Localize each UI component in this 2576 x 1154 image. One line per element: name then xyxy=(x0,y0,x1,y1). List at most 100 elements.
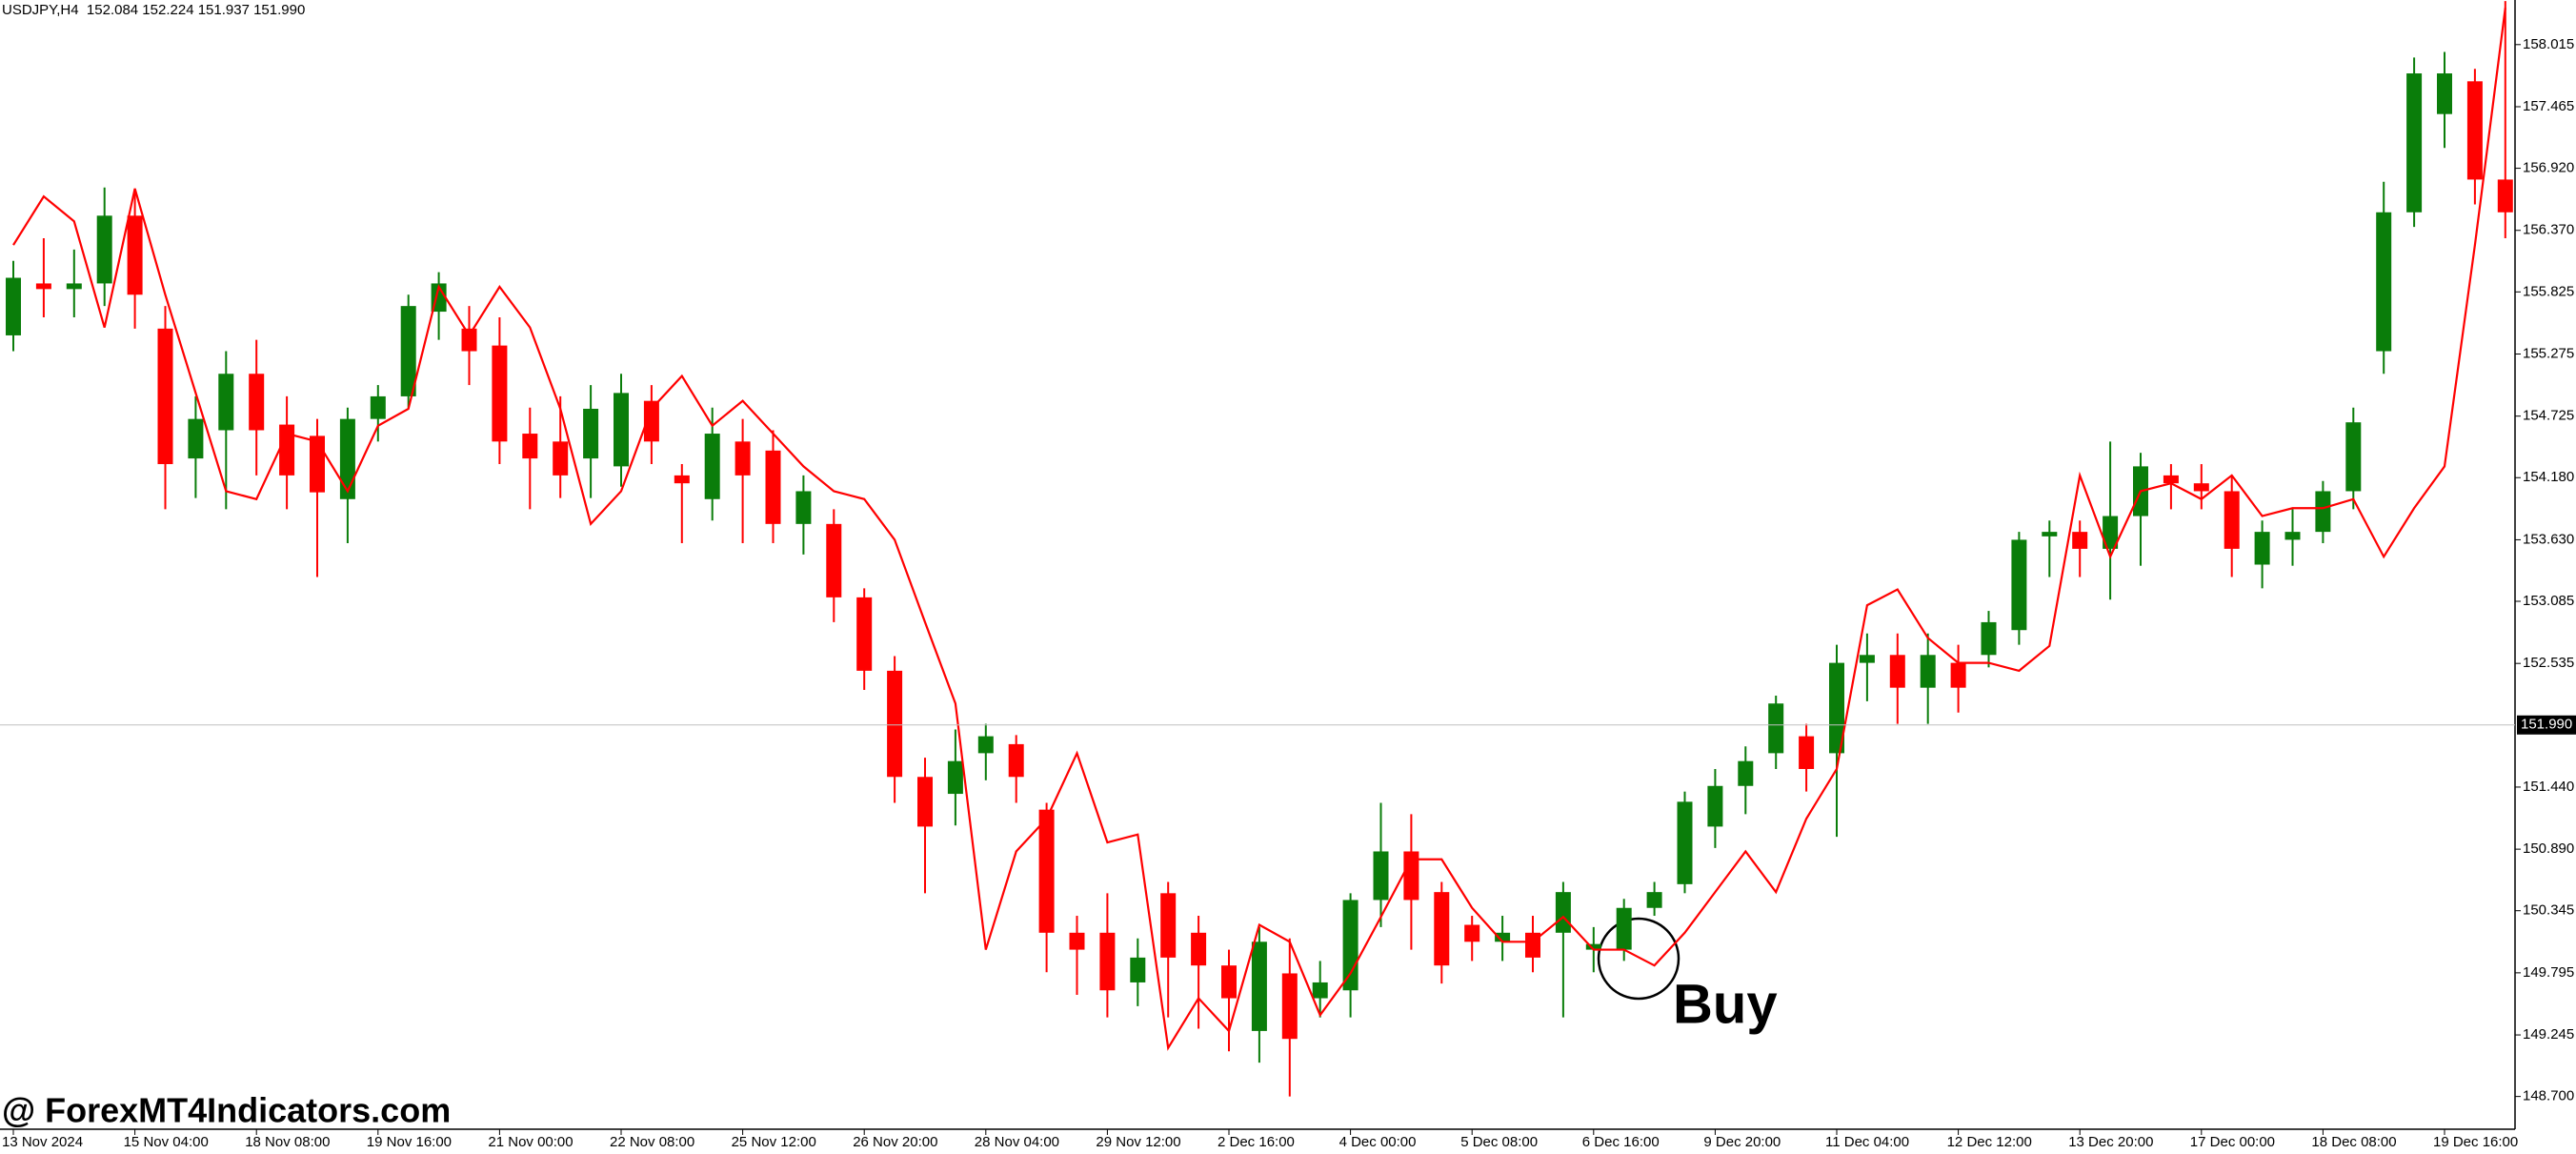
candle-body xyxy=(188,418,204,459)
candle-body xyxy=(583,408,599,459)
candle-body xyxy=(1555,892,1571,933)
x-tick-label: 29 Nov 12:00 xyxy=(1096,1134,1180,1150)
y-tick-label: 154.725 xyxy=(2523,408,2574,424)
y-tick-label: 149.795 xyxy=(2523,964,2574,981)
y-tick-label: 155.275 xyxy=(2523,345,2574,361)
candle-body xyxy=(2042,532,2058,537)
candle-body xyxy=(1768,703,1784,754)
y-tick-label: 152.535 xyxy=(2523,655,2574,671)
candle-body xyxy=(795,491,812,524)
candle-body xyxy=(1038,809,1055,933)
x-tick-label: 25 Nov 12:00 xyxy=(732,1134,816,1150)
candle-body xyxy=(1373,851,1389,901)
candle-body xyxy=(96,215,112,284)
y-tick-label: 156.920 xyxy=(2523,160,2574,176)
candle-body xyxy=(947,760,963,795)
x-tick-label: 17 Dec 00:00 xyxy=(2190,1134,2275,1150)
x-tick-label: 26 Nov 20:00 xyxy=(853,1134,937,1150)
candle-body xyxy=(400,306,416,396)
candle-body xyxy=(977,736,994,754)
y-tick-label: 150.345 xyxy=(2523,902,2574,919)
x-tick-label: 11 Dec 04:00 xyxy=(1825,1134,1909,1150)
candle-body xyxy=(2315,491,2331,533)
y-tick-label: 151.440 xyxy=(2523,779,2574,795)
y-tick-label: 157.465 xyxy=(2523,98,2574,114)
candle-body xyxy=(1495,932,1511,942)
candle-body xyxy=(1585,943,1601,950)
indicator-line xyxy=(12,8,2506,1051)
candle-body xyxy=(1403,851,1419,901)
x-tick-label: 9 Dec 20:00 xyxy=(1703,1134,1781,1150)
y-tick-label: 148.700 xyxy=(2523,1088,2574,1104)
signal-circle xyxy=(1597,917,1680,1001)
candle-body xyxy=(1616,907,1632,950)
x-tick-label: 6 Dec 16:00 xyxy=(1582,1134,1660,1150)
x-tick-label: 5 Dec 08:00 xyxy=(1460,1134,1538,1150)
candle-body xyxy=(2254,532,2270,565)
candle-body xyxy=(370,395,386,419)
candle-body xyxy=(1191,932,1207,966)
candle-body xyxy=(1799,736,1815,769)
candle-body xyxy=(339,418,355,499)
candle-body xyxy=(1008,743,1024,778)
x-tick-label: 18 Nov 08:00 xyxy=(245,1134,330,1150)
candle-body xyxy=(1859,655,1875,663)
candle-body xyxy=(2466,81,2483,180)
y-tick-label: 158.015 xyxy=(2523,36,2574,52)
candle-body xyxy=(310,435,325,493)
x-tick-label: 19 Nov 16:00 xyxy=(367,1134,452,1150)
candle-body xyxy=(765,450,781,524)
candle-body xyxy=(1464,924,1480,942)
candle-body xyxy=(2284,532,2301,540)
candle-body xyxy=(856,597,873,671)
x-tick-label: 21 Nov 00:00 xyxy=(488,1134,573,1150)
candle-body xyxy=(1434,892,1450,966)
candle-body xyxy=(1221,965,1237,999)
x-tick-label: 28 Nov 04:00 xyxy=(975,1134,1059,1150)
candle-body xyxy=(1281,973,1298,1040)
candle-body xyxy=(704,434,720,499)
candle-body xyxy=(917,777,933,827)
candle-body xyxy=(1130,957,1146,982)
candle-body xyxy=(1099,932,1116,991)
y-tick-label: 153.630 xyxy=(2523,531,2574,547)
x-tick-label: 15 Nov 04:00 xyxy=(124,1134,209,1150)
candle-body xyxy=(157,328,173,465)
y-tick-label: 154.180 xyxy=(2523,469,2574,485)
x-tick-label: 22 Nov 08:00 xyxy=(610,1134,694,1150)
candle-body xyxy=(2103,516,2119,549)
candle-body xyxy=(1707,785,1723,827)
x-tick-label: 19 Dec 16:00 xyxy=(2433,1134,2518,1150)
candle-body xyxy=(2345,422,2362,492)
candle-body xyxy=(2193,483,2209,492)
candle-body xyxy=(887,670,903,778)
x-tick-label: 13 Nov 2024 xyxy=(2,1134,83,1150)
last-price-label: 151.990 xyxy=(2521,717,2572,733)
y-tick-label: 155.825 xyxy=(2523,283,2574,299)
candle-body xyxy=(2437,73,2452,114)
candle-body xyxy=(1251,941,1267,1031)
candle-body xyxy=(1981,621,1997,656)
candle-body xyxy=(2163,475,2179,484)
candle-body xyxy=(1646,892,1662,908)
candle-body xyxy=(6,277,21,335)
candle-body xyxy=(2406,73,2423,213)
candle-body xyxy=(674,475,690,484)
candle-body xyxy=(553,441,569,476)
candle-body xyxy=(614,393,629,467)
chart-title: USDJPY,H4 152.084 152.224 151.937 151.99… xyxy=(2,2,305,18)
candle-body xyxy=(735,441,751,476)
candle-body xyxy=(279,424,295,476)
candle-body xyxy=(826,523,842,597)
candle-body xyxy=(1677,801,1693,884)
candle-body xyxy=(1920,655,1936,688)
annotation: Buy xyxy=(1673,973,1778,1035)
x-tick-label: 13 Dec 20:00 xyxy=(2068,1134,2153,1150)
candle-body xyxy=(127,215,143,295)
candle-body xyxy=(218,374,234,431)
candle-body xyxy=(2011,539,2027,631)
x-tick-label: 12 Dec 12:00 xyxy=(1947,1134,2032,1150)
last-price-box xyxy=(2517,715,2576,735)
y-tick-label: 150.890 xyxy=(2523,840,2574,857)
